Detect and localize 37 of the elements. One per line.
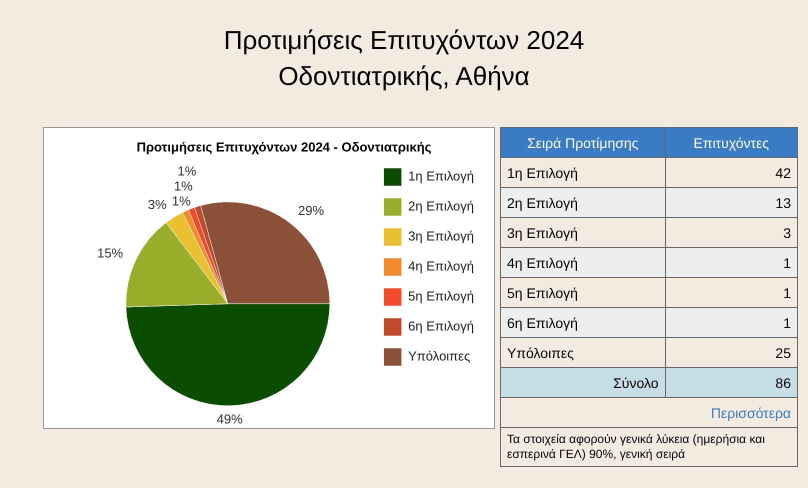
category-label: 5η Επιλογή [500,278,666,308]
category-label: 4η Επιλογή [500,248,666,278]
data-label: 1% [177,164,197,179]
category-label: Υπόλοιπες [500,338,666,368]
data-label: 13 [665,188,798,218]
legend-label: 4η Επιλογή [408,258,474,274]
text: Τα στοιχεία αφορούν γενικά λύκεια (ημερήσια και εσπερινά ΓΕΛ) 90%, γενική σειρά [500,428,798,466]
legend-label: 2η Επιλογή [408,198,474,214]
data-label: 1 [665,308,798,338]
legend-label: 5η Επιλογή [408,288,474,304]
data-label: 1 [665,278,798,308]
chart-subtitle: Οδοντιατρικής, Αθήνα [277,60,531,93]
data-label: 1 [665,248,798,278]
data-label: 15% [97,246,124,261]
data-label: 29% [298,203,324,218]
text: Σύνολο [500,368,666,398]
text: Περισσότερα [500,398,798,428]
legend-label: 3η Επιλογή [408,228,474,244]
data-label: 25 [665,338,798,368]
data-label: 3 [665,218,798,248]
category-label: 3η Επιλογή [500,218,666,248]
text: Προτιμήσεις Επιτυχόντων 2024 - Οδοντιατρικής [136,139,432,154]
legend-label: Υπόλοιπες [408,348,470,364]
data-label: 1% [174,178,194,194]
data-label: 1% [172,194,192,209]
text: Επιτυχόντες [665,128,798,158]
category-label: 6η Επιλογή [500,308,666,338]
legend-label: 1η Επιλογή [408,168,474,184]
data-label: 49% [216,411,244,426]
text: 86 [775,374,791,390]
data-label: 42 [665,158,798,188]
data-label: 3% [148,196,168,212]
category-label: 2η Επιλογή [500,188,666,218]
text: Σειρά Προτίμησης [500,128,666,158]
category-label: 1η Επιλογή [500,158,666,188]
chart-title: Προτιμήσεις Επιτυχόντων 2024 [222,24,586,57]
legend-label: 6η Επιλογή [408,318,474,334]
